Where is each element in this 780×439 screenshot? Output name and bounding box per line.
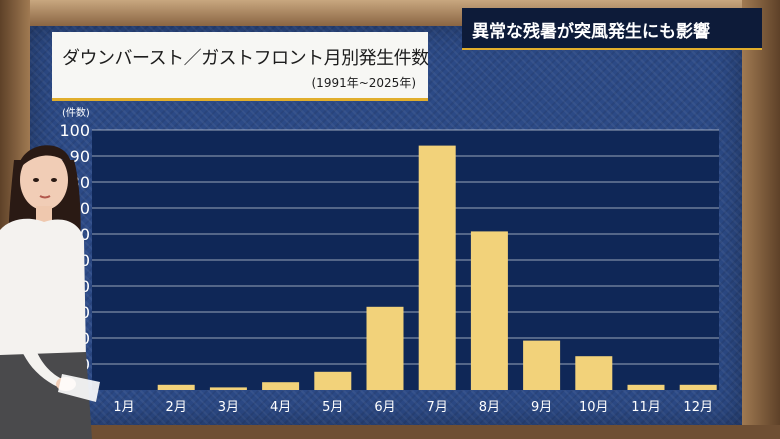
x-tick-label: 9月 [531,400,552,415]
x-tick-label: 2月 [166,400,187,415]
headline-text: 異常な残暑が突風発生にも影響 [472,22,710,42]
studio-frame-right [742,0,780,439]
bar-6 [366,306,404,390]
chart-subtitle: (1991年~2025年) [311,76,417,90]
x-tick-label: 10月 [579,400,609,415]
y-tick-label: 90 [70,147,90,166]
x-tick-label: 11月 [631,400,661,415]
presenter-figure [0,145,100,439]
bar-10 [575,356,613,390]
x-tick-label: 5月 [322,400,343,415]
bar-7 [418,145,456,390]
headline-banner: 異常な残暑が突風発生にも影響 [462,8,762,50]
x-tick-label: 12月 [683,400,713,415]
bar-9 [523,340,561,390]
x-tick-label: 7月 [427,400,448,415]
chart-title-panel: ダウンバースト／ガストフロント月別発生件数 (1991年~2025年) [52,32,429,101]
bar-11 [627,384,665,390]
y-tick-label: 100 [59,121,90,140]
x-tick-label: 6月 [374,400,395,415]
x-tick-label: 3月 [218,400,239,415]
bar-4 [262,382,300,390]
x-tick-label: 8月 [479,400,500,415]
chart-title: ダウンバースト／ガストフロント月別発生件数 [62,48,429,69]
x-tick-label: 4月 [270,400,291,415]
bar-2 [157,384,195,390]
y-axis-unit: (件数) [62,108,90,119]
x-tick-label: 1月 [113,400,134,415]
studio-frame-bottom [0,425,780,439]
bar-8 [470,231,508,390]
bar-3 [209,387,247,390]
bar-5 [314,371,352,390]
bar-12 [679,384,717,390]
